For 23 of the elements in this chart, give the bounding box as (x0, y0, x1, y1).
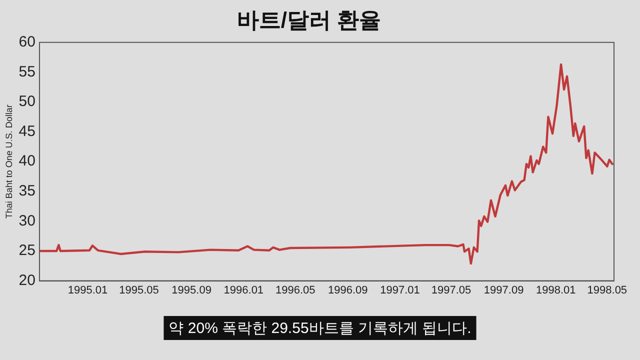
chart-title: 바트/달러 환율 (236, 7, 382, 32)
x-tick-label: 1998.01 (536, 284, 576, 296)
x-tick-label: 1998.05 (587, 284, 628, 296)
x-tick-label: 1996.01 (224, 284, 264, 296)
y-tick-label: 60 (18, 34, 36, 51)
x-tick-label: 1995.09 (172, 284, 212, 296)
y-tick-label: 50 (18, 93, 36, 110)
y-tick-label: 20 (18, 272, 36, 289)
x-tick-label: 1997.05 (431, 284, 472, 296)
x-tick-label: 1997.09 (484, 284, 524, 296)
text: 약 20% 폭락한 29.55바트를 기록하게 됩니다. (168, 320, 472, 338)
y-tick-label: 55 (18, 63, 36, 80)
y-tick-label: 25 (18, 242, 36, 260)
y-tick-label: 45 (18, 122, 36, 140)
x-tick-label: 1995.05 (119, 284, 159, 296)
y-tick-label: 35 (18, 182, 36, 200)
x-tick-label: 1996.09 (328, 284, 368, 296)
y-axis-title: Thai Baht to One U.S. Dollar (4, 104, 14, 219)
x-tick-label: 1996.05 (275, 284, 316, 296)
x-tick-label: 1995.01 (68, 284, 108, 296)
x-tick-label: 1997.01 (380, 284, 420, 296)
y-tick-label: 30 (18, 212, 36, 230)
y-tick-label: 40 (18, 152, 36, 170)
